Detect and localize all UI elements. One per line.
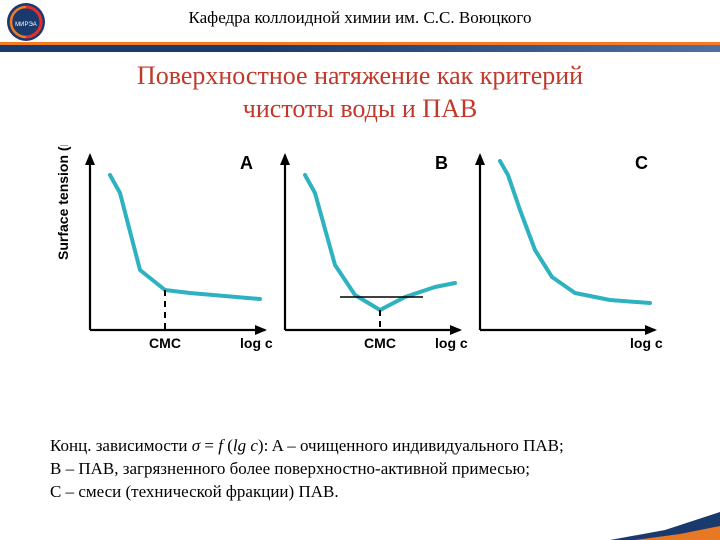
- cmc-label-a: CMC: [149, 335, 181, 351]
- panel-label-a: A: [240, 153, 253, 173]
- cmc-label-b: CMC: [364, 335, 396, 351]
- x-label-c: log c: [630, 335, 663, 351]
- caption-prefix: Конц. зависимости: [50, 436, 192, 455]
- x-label-a: log c: [240, 335, 273, 351]
- y-axis-label: Surface tension (mN/m): [55, 145, 71, 260]
- slide-title: Поверхностное натяжение как критерий чис…: [0, 60, 720, 125]
- panel-label-c: C: [635, 153, 648, 173]
- chart-panel-c: C log c: [475, 153, 663, 351]
- caption-rest1: : A – очищенного индивидуального ПАВ;: [264, 436, 564, 455]
- corner-decoration: [610, 512, 720, 540]
- caption-line2: B – ПАВ, загрязненного более поверхностн…: [50, 459, 530, 478]
- chart-panel-a: A CMC log c: [85, 153, 273, 351]
- mirea-logo: МИРЭА: [6, 2, 46, 42]
- title-line-1: Поверхностное натяжение как критерий: [137, 61, 583, 90]
- chart-panel-group: Surface tension (mN/m) A CMC log c: [50, 145, 670, 375]
- title-line-2: чистоты воды и ПАВ: [243, 94, 477, 123]
- panel-label-b: B: [435, 153, 448, 173]
- caption-func: f: [218, 436, 227, 455]
- caption-line3: C – смеси (технической фракции) ПАВ.: [50, 482, 339, 501]
- caption-sigma: σ: [192, 436, 200, 455]
- caption: Конц. зависимости σ = f (lg c): A – очищ…: [50, 435, 680, 504]
- department-name: Кафедра коллоидной химии им. С.С. Воюцко…: [0, 0, 720, 28]
- header-stripe: [0, 42, 720, 52]
- x-label-b: log c: [435, 335, 468, 351]
- chart-panel-b: B CMC log c: [280, 153, 468, 351]
- caption-lg: lg c: [233, 436, 258, 455]
- svg-text:МИРЭА: МИРЭА: [15, 22, 37, 28]
- caption-eq: =: [200, 436, 218, 455]
- header: МИРЭА Кафедра коллоидной химии им. С.С. …: [0, 0, 720, 44]
